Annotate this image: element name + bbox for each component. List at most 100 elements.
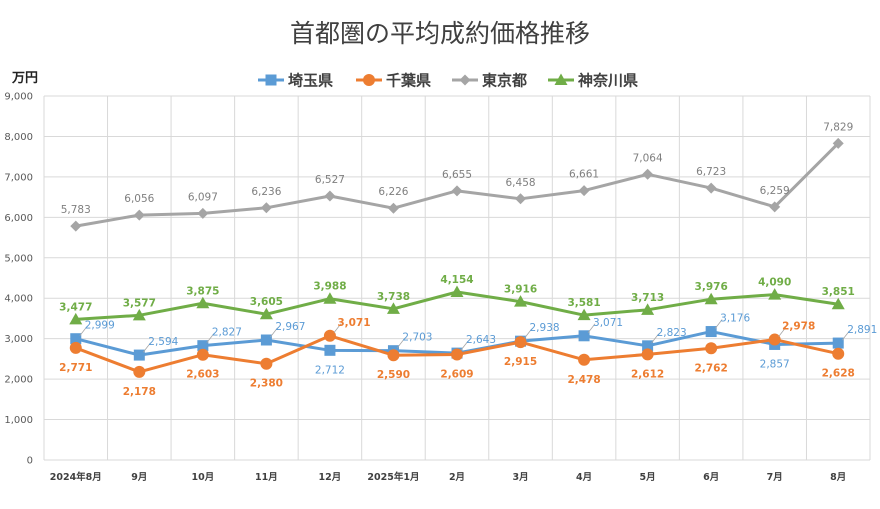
chart-title: 首都圏の平均成約価格推移 [290, 19, 590, 48]
label-leader-line [651, 333, 659, 344]
x-tick-label: 11月 [255, 472, 278, 483]
data-label: 7,064 [633, 152, 663, 164]
data-label: 2,762 [695, 362, 728, 374]
data-label: 3,916 [504, 284, 537, 296]
label-leader-line [460, 340, 469, 351]
data-label: 3,988 [313, 281, 346, 293]
label-leader-line [333, 323, 342, 334]
gridlines [43, 95, 871, 461]
data-label: 2,703 [402, 332, 432, 344]
series-神奈川県 [69, 285, 845, 325]
x-tick-label: 12月 [319, 472, 342, 483]
data-point [259, 307, 273, 320]
series-千葉県 [69, 329, 845, 378]
legend-marker [459, 74, 471, 86]
data-point [831, 297, 845, 310]
data-point [832, 137, 844, 149]
x-axis: 2024年8月 9月 10月 11月 12月 2025年1月 2月 3月 4月 5月 6月 7月 8月 [50, 471, 847, 483]
x-tick-label: 9月 [131, 472, 147, 483]
data-label: 3,713 [631, 292, 664, 304]
data-point [260, 357, 273, 370]
y-tick-label: 9,000 [4, 92, 33, 103]
data-label: 3,577 [123, 297, 156, 309]
data-point [832, 347, 845, 360]
legend-item-千葉県: 千葉県 [356, 72, 431, 90]
data-label: 4,090 [758, 277, 791, 289]
data-label: 3,071 [337, 317, 370, 329]
data-point [578, 185, 590, 197]
data-point [514, 295, 528, 307]
series-東京都 [70, 137, 844, 232]
y-tick-label: 6,000 [4, 213, 33, 224]
label-leader-line [841, 330, 850, 341]
legend-marker [265, 74, 277, 86]
y-tick-label: 4,000 [4, 294, 33, 305]
legend-item-神奈川県: 神奈川県 [548, 72, 638, 90]
data-point [133, 349, 145, 361]
data-point [133, 365, 146, 378]
data-point [705, 182, 717, 194]
label-leader-line [714, 319, 723, 329]
data-point [769, 201, 781, 213]
data-label: 7,829 [823, 121, 853, 133]
label-leader-line [587, 323, 596, 334]
x-tick-label: 8月 [830, 472, 846, 483]
series-group [69, 137, 845, 378]
x-tick-label: 7月 [767, 472, 783, 483]
x-tick-label: 5月 [640, 472, 656, 483]
data-label: 3,477 [59, 301, 92, 313]
legend-item-東京都: 東京都 [452, 72, 527, 90]
y-axis-unit-label: 万円 [11, 71, 38, 86]
label-leader-line [397, 338, 405, 348]
data-point [641, 348, 654, 361]
x-tick-label: 2月 [449, 472, 465, 483]
y-tick-label: 1,000 [4, 415, 33, 426]
data-label: 2,915 [504, 356, 537, 368]
data-label: 2,380 [250, 378, 283, 390]
data-point [70, 220, 82, 232]
legend-marker [363, 74, 375, 86]
label-leader-line [270, 327, 278, 338]
data-point [451, 348, 463, 361]
data-label: 6,458 [506, 177, 536, 189]
data-label: 6,259 [760, 185, 790, 197]
data-label: 2,999 [85, 320, 115, 332]
x-tick-label: 3月 [512, 472, 528, 483]
data-label: 6,097 [188, 191, 218, 203]
data-label: 2,603 [186, 369, 219, 381]
legend: 埼玉県 千葉県 東京都 神奈川県 [258, 72, 638, 90]
data-label: 6,236 [251, 186, 281, 198]
data-labels: 2,999 2,594 2,827 2,967 2,712 2,703 2,643 2,938… [59, 121, 877, 398]
data-point [387, 349, 400, 362]
data-label: 2,628 [822, 368, 855, 380]
data-point [69, 341, 82, 354]
data-label: 6,056 [124, 193, 154, 205]
data-label: 6,723 [696, 166, 726, 178]
data-point [705, 326, 717, 338]
label-leader-line [142, 342, 151, 353]
legend-label: 神奈川県 [578, 72, 638, 90]
data-point [642, 168, 654, 180]
data-point [704, 292, 718, 305]
data-point [323, 292, 337, 304]
data-point [196, 348, 209, 361]
data-point [324, 190, 336, 202]
data-label: 3,875 [186, 285, 219, 297]
data-label: 2,938 [530, 322, 560, 334]
data-point [577, 308, 591, 321]
data-point [197, 340, 209, 352]
data-label: 2,609 [440, 368, 473, 380]
data-point [196, 296, 210, 309]
data-point [133, 209, 145, 221]
data-label: 2,857 [760, 358, 790, 370]
data-label: 2,643 [466, 334, 496, 346]
data-point [387, 202, 399, 214]
y-tick-label: 3,000 [4, 334, 33, 345]
data-label: 3,605 [250, 296, 283, 308]
y-axis: 0 1,000 2,000 3,000 4,000 5,000 6,000 7,000 8,00… [4, 92, 33, 467]
data-point [515, 193, 527, 205]
y-tick-label: 7,000 [4, 172, 33, 183]
series-line [75, 142, 840, 228]
data-label: 3,176 [720, 313, 750, 325]
